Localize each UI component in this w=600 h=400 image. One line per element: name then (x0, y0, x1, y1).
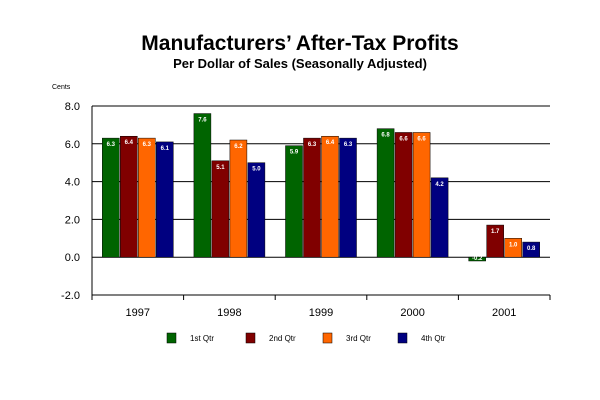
data-label: 6.1 (161, 146, 170, 152)
x-tick-label: 1999 (309, 307, 333, 319)
bar (247, 162, 266, 258)
bar (102, 137, 120, 258)
bar (138, 137, 156, 258)
x-tick-label: 2000 (400, 307, 424, 319)
data-label: 6.4 (326, 140, 335, 146)
data-label: 6.3 (143, 142, 152, 148)
y-tick-label: -2.0 (61, 290, 80, 302)
bar (522, 241, 540, 258)
x-tick-labels: 1997 1998 1999 2000 2001 (126, 307, 517, 319)
legend-swatch (397, 332, 408, 344)
data-label: 6.4 (125, 140, 134, 146)
legend-label: 4th Qtr (421, 334, 446, 343)
x-tick-label: 1998 (217, 307, 241, 319)
y-tick-label: 0.0 (65, 252, 80, 264)
data-label: 6.6 (399, 136, 408, 142)
data-label: 6.3 (308, 142, 317, 148)
data-label: 5.0 (252, 167, 261, 173)
data-label: 6.8 (381, 133, 390, 139)
legend-label: 2nd Qtr (269, 334, 296, 343)
bar (303, 137, 321, 258)
y-tick-label: 8.0 (65, 101, 80, 113)
bar (229, 139, 248, 258)
chart-subtitle: Per Dollar of Sales (Seasonally Adjusted… (173, 56, 427, 71)
y-tick-label: 2.0 (65, 214, 80, 226)
bar (211, 160, 230, 258)
legend-swatch (322, 332, 333, 344)
bar (430, 177, 449, 258)
bar (504, 238, 522, 258)
data-label: 4.2 (435, 182, 444, 188)
bar (321, 135, 339, 258)
bar (376, 128, 395, 258)
bar (339, 137, 357, 258)
bar (156, 141, 174, 258)
data-label: 1.0 (509, 242, 518, 248)
bar (486, 224, 504, 258)
axes (91, 106, 551, 300)
data-label: 6.6 (417, 136, 426, 142)
data-label: 7.6 (198, 118, 207, 124)
data-label: 6.3 (344, 142, 353, 148)
bar (412, 132, 431, 258)
legend-label: 3rd Qtr (346, 334, 371, 343)
legend-swatch (166, 332, 177, 344)
y-tick-labels: -2.0 0.0 2.0 4.0 6.0 8.0 (61, 101, 80, 302)
data-label: 1.7 (491, 229, 500, 235)
x-tick-label: 1997 (126, 307, 150, 319)
bar (394, 132, 413, 258)
bars (102, 113, 540, 262)
legend-swatch (245, 332, 256, 344)
data-label: 5.9 (290, 150, 299, 156)
data-label: -0.2 (472, 256, 483, 262)
bar (120, 135, 138, 258)
x-tick-label: 2001 (492, 307, 516, 319)
data-label: 6.2 (234, 144, 243, 150)
data-label: 0.8 (527, 246, 536, 252)
bar (468, 256, 486, 262)
y-tick-label: 6.0 (65, 139, 80, 151)
y-tick-label: 4.0 (65, 177, 80, 189)
data-label: 5.1 (216, 165, 225, 171)
legend: 1st Qtr 2nd Qtr 3rd Qtr 4th Qtr (166, 332, 446, 344)
y-axis-label: Cents (52, 84, 71, 91)
bar (193, 113, 212, 258)
data-label: 6.3 (107, 142, 116, 148)
bar (285, 145, 303, 258)
chart-title: Manufacturers’ After-Tax Profits (141, 32, 459, 55)
data-labels: 6.3 6.4 6.3 6.1 7.6 5.1 6.2 5.0 5.9 6.3 6.4 6.3 6.8 6… (107, 118, 536, 262)
legend-label: 1st Qtr (190, 334, 214, 343)
